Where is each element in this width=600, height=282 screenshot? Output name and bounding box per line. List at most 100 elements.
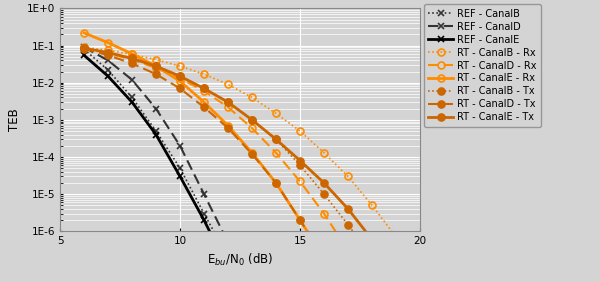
RT - CanalE - Tx [224, 100, 232, 104]
RT - CanalD - Rx [296, 180, 304, 183]
RT - CanalE - Rx [152, 64, 160, 68]
Line: RT - CanalB - Rx: RT - CanalB - Rx [80, 44, 400, 241]
Y-axis label: TEB: TEB [8, 109, 22, 131]
REF - CanalB [104, 68, 112, 72]
Line: RT - CanalD - Tx: RT - CanalD - Tx [80, 45, 328, 261]
RT - CanalD - Rx [128, 58, 136, 61]
REF - CanalD [128, 78, 136, 81]
RT - CanalD - Rx [320, 212, 328, 215]
RT - CanalD - Tx [176, 87, 184, 90]
RT - CanalE - Rx [272, 181, 280, 185]
RT - CanalD - Rx [272, 151, 280, 155]
RT - CanalE - Tx [272, 138, 280, 141]
RT - CanalE - Tx [80, 47, 88, 50]
RT - CanalD - Rx [80, 47, 88, 50]
Line: RT - CanalE - Tx: RT - CanalE - Tx [80, 45, 400, 272]
Line: REF - CanalE: REF - CanalE [80, 52, 304, 282]
REF - CanalD [80, 46, 88, 49]
REF - CanalE [104, 74, 112, 78]
REF - CanalB [152, 129, 160, 133]
RT - CanalE - Tx [296, 159, 304, 162]
REF - CanalB [80, 47, 88, 51]
RT - CanalD - Tx [80, 47, 88, 50]
RT - CanalE - Rx [320, 255, 328, 259]
RT - CanalE - Tx [320, 181, 328, 185]
RT - CanalB - Tx [224, 100, 232, 104]
RT - CanalE - Rx [80, 31, 88, 35]
RT - CanalD - Tx [128, 62, 136, 65]
RT - CanalB - Tx [128, 57, 136, 60]
RT - CanalB - Tx [320, 192, 328, 196]
RT - CanalB - Rx [128, 53, 136, 56]
RT - CanalE - Rx [248, 151, 256, 155]
RT - CanalB - Tx [368, 255, 376, 259]
REF - CanalE [176, 175, 184, 178]
REF - CanalD [104, 59, 112, 62]
RT - CanalB - Rx [224, 83, 232, 86]
RT - CanalE - Tx [176, 74, 184, 78]
REF - CanalB [200, 212, 208, 215]
REF - CanalB [176, 166, 184, 170]
RT - CanalD - Tx [248, 152, 256, 156]
RT - CanalB - Rx [152, 58, 160, 61]
RT - CanalE - Tx [200, 87, 208, 90]
REF - CanalE [128, 100, 136, 104]
RT - CanalD - Rx [200, 89, 208, 93]
RT - CanalB - Rx [248, 96, 256, 99]
RT - CanalB - Tx [344, 223, 352, 226]
Line: REF - CanalB: REF - CanalB [80, 46, 232, 261]
RT - CanalB - Rx [272, 112, 280, 115]
REF - CanalB [128, 96, 136, 99]
RT - CanalB - Tx [248, 118, 256, 122]
RT - CanalB - Tx [104, 51, 112, 54]
RT - CanalB - Tx [80, 47, 88, 50]
RT - CanalD - Rx [248, 126, 256, 130]
RT - CanalE - Tx [344, 207, 352, 211]
RT - CanalE - Tx [152, 64, 160, 68]
RT - CanalD - Tx [320, 255, 328, 259]
RT - CanalE - Rx [176, 80, 184, 83]
RT - CanalB - Tx [296, 164, 304, 167]
RT - CanalE - Rx [104, 41, 112, 44]
RT - CanalD - Rx [224, 105, 232, 109]
REF - CanalE [80, 54, 88, 57]
REF - CanalD [176, 144, 184, 147]
RT - CanalD - Tx [152, 72, 160, 76]
RT - CanalB - Rx [320, 151, 328, 155]
RT - CanalB - Rx [176, 64, 184, 68]
RT - CanalE - Tx [104, 51, 112, 54]
RT - CanalB - Rx [104, 49, 112, 52]
RT - CanalD - Tx [272, 181, 280, 185]
REF - CanalE [200, 218, 208, 222]
Line: RT - CanalB - Tx: RT - CanalB - Tx [80, 45, 376, 261]
RT - CanalE - Tx [248, 118, 256, 122]
RT - CanalB - Rx [368, 204, 376, 207]
RT - CanalD - Tx [200, 105, 208, 109]
REF - CanalE [224, 267, 232, 270]
REF - CanalD [224, 241, 232, 244]
RT - CanalD - Rx [152, 66, 160, 70]
RT - CanalE - Rx [128, 52, 136, 56]
RT - CanalD - Rx [344, 249, 352, 252]
RT - CanalB - Rx [80, 46, 88, 49]
REF - CanalE [152, 133, 160, 136]
RT - CanalD - Tx [296, 218, 304, 222]
REF - CanalD [200, 192, 208, 196]
X-axis label: E$_{bu}$/N$_{0}$ (dB): E$_{bu}$/N$_{0}$ (dB) [207, 252, 273, 268]
RT - CanalD - Rx [176, 77, 184, 80]
RT - CanalB - Tx [200, 87, 208, 90]
RT - CanalB - Tx [272, 138, 280, 141]
REF - CanalB [224, 255, 232, 259]
RT - CanalB - Tx [176, 74, 184, 78]
REF - CanalD [152, 107, 160, 110]
Line: RT - CanalD - Rx: RT - CanalD - Rx [80, 45, 352, 254]
RT - CanalB - Rx [296, 129, 304, 133]
RT - CanalB - Rx [200, 72, 208, 76]
RT - CanalE - Rx [224, 124, 232, 127]
RT - CanalB - Rx [344, 175, 352, 178]
RT - CanalE - Rx [200, 100, 208, 104]
RT - CanalB - Rx [392, 235, 400, 239]
Line: RT - CanalE - Rx: RT - CanalE - Rx [80, 29, 328, 261]
RT - CanalE - Tx [368, 238, 376, 241]
RT - CanalE - Tx [392, 267, 400, 270]
